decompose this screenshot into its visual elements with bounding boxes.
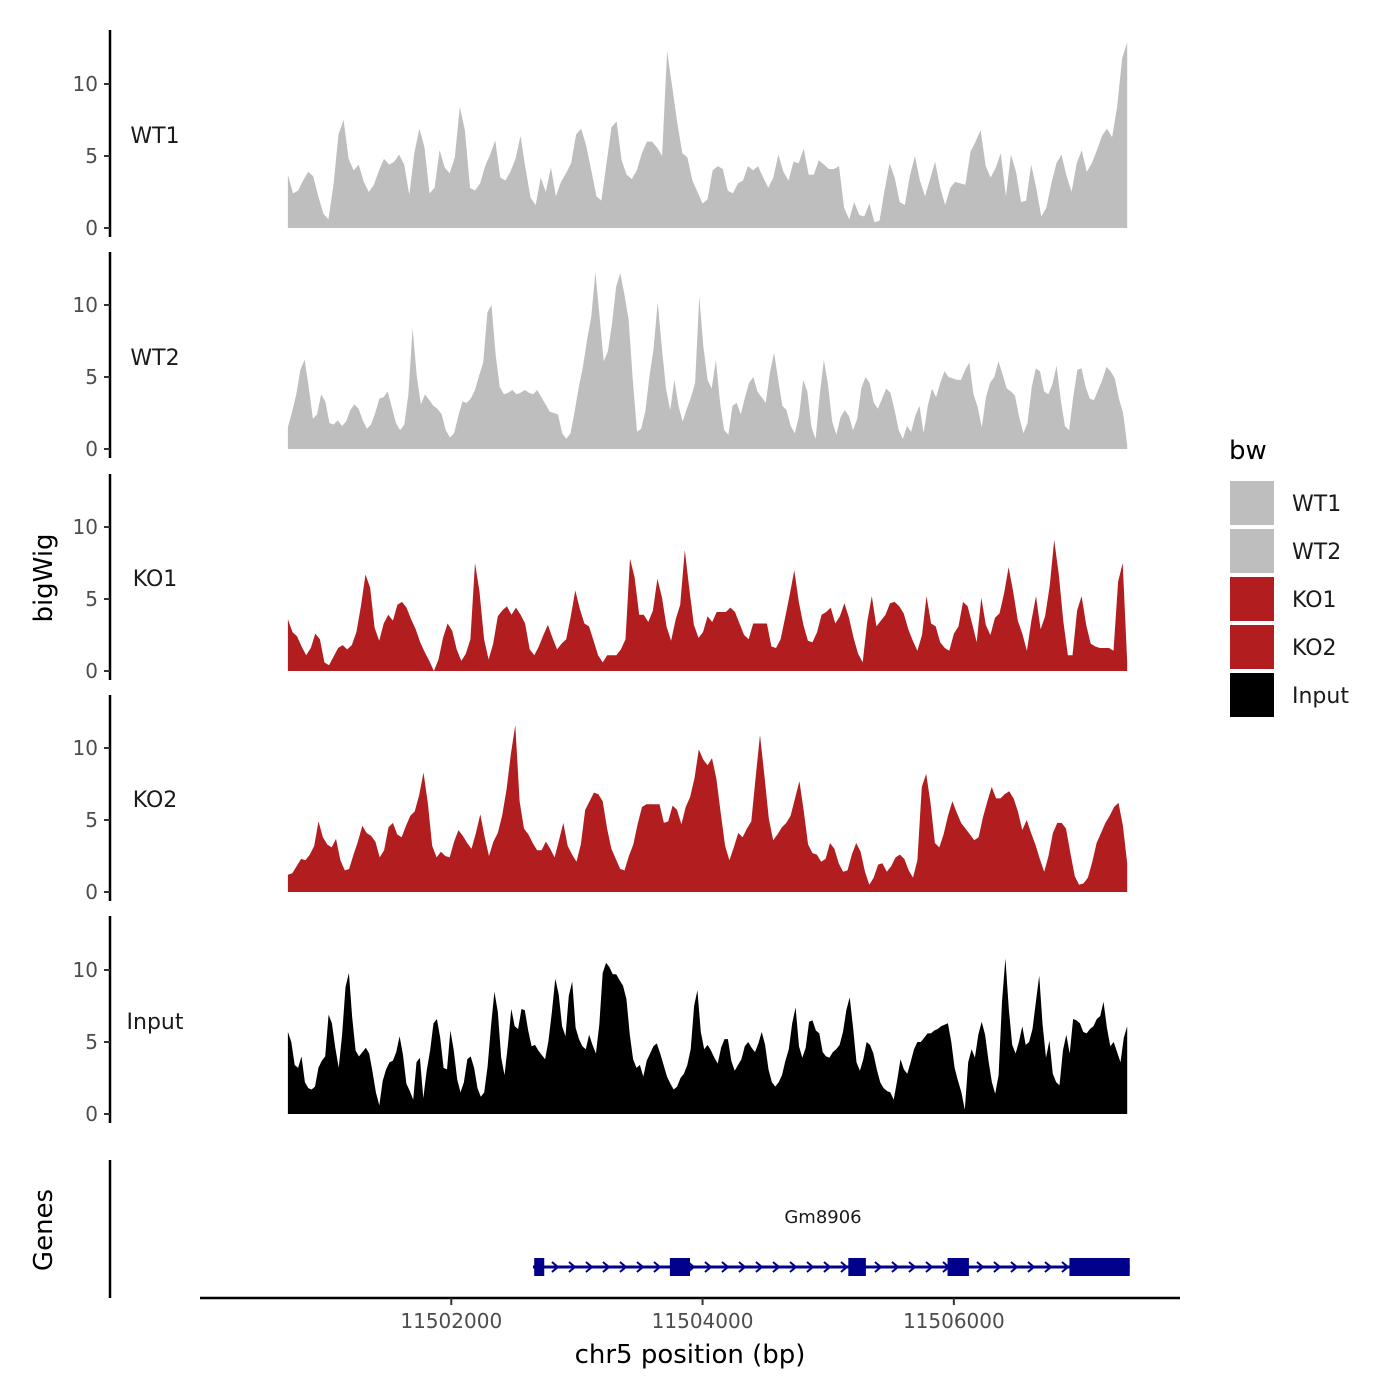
legend-swatch-ko1 (1230, 577, 1274, 621)
legend-swatch-ko2 (1230, 625, 1274, 669)
y-tick-label: 0 (85, 880, 98, 904)
strand-arrow (925, 1261, 934, 1273)
legend-label-input: Input (1292, 684, 1349, 709)
signal-tracks: 0 5 10 WT1 0 5 10 WT2 0 5 10 KO1 0 5 10 KO2 0 5 10 Input (73, 30, 1128, 1126)
x-tick-label: 11502000 (400, 1309, 502, 1333)
signal-area-wt1 (287, 42, 1128, 229)
strand-arrow (602, 1261, 611, 1273)
signal-area-wt2 (287, 271, 1128, 449)
y-tick-label: 0 (85, 437, 98, 461)
legend-swatch-wt1 (1230, 481, 1274, 525)
y-tick-label: 10 (73, 515, 98, 539)
gene-track: Gm8906 (108, 1160, 1130, 1298)
y-tick-label: 5 (85, 1030, 98, 1054)
x-tick-label: 11504000 (652, 1309, 754, 1333)
genes-axis-title: Genes (29, 1189, 59, 1271)
y-tick-label: 0 (85, 216, 98, 240)
track-panel-wt2: 0 5 10 WT2 (73, 252, 1128, 461)
strand-arrow (908, 1261, 917, 1273)
legend-swatch-input (1230, 673, 1274, 717)
legend-title: bw (1229, 436, 1267, 466)
strand-arrow (619, 1261, 628, 1273)
strand-arrow (874, 1261, 883, 1273)
track-label-ko2: KO2 (133, 788, 178, 813)
track-panel-ko1: 0 5 10 KO1 (73, 474, 1128, 683)
y-tick-label: 5 (85, 365, 98, 389)
x-axis: 11502000 11504000 11506000 (200, 1296, 1180, 1333)
strand-arrow (551, 1261, 560, 1273)
track-panel-wt1: 0 5 10 WT1 (73, 30, 1128, 240)
signal-area-ko1 (287, 540, 1128, 671)
signal-area-input (287, 958, 1128, 1114)
strand-arrow (755, 1261, 764, 1273)
y-tick-label: 10 (73, 958, 98, 982)
strand-arrow (653, 1261, 662, 1273)
strand-arrow (1010, 1261, 1019, 1273)
strand-arrow (1061, 1261, 1070, 1273)
gene-exon (534, 1258, 545, 1276)
strand-arrow (823, 1261, 832, 1273)
y-tick-label: 5 (85, 587, 98, 611)
legend-swatch-wt2 (1230, 529, 1274, 573)
strand-arrow (789, 1261, 798, 1273)
y-tick-label: 0 (85, 659, 98, 683)
legend-label-ko1: KO1 (1292, 588, 1337, 613)
track-panel-ko2: 0 5 10 KO2 (73, 695, 1128, 904)
gene-exon (669, 1258, 690, 1276)
legend-label-wt1: WT1 (1292, 492, 1341, 517)
y-tick-label: 5 (85, 808, 98, 832)
strand-arrow (738, 1261, 747, 1273)
strand-arrow (636, 1261, 645, 1273)
track-label-wt1: WT1 (130, 124, 179, 149)
legend-label-wt2: WT2 (1292, 540, 1341, 565)
track-label-input: Input (127, 1010, 184, 1035)
strand-arrow (721, 1261, 730, 1273)
gene-name-label: Gm8906 (784, 1207, 861, 1228)
strand-arrow (840, 1261, 849, 1273)
strand-arrow (806, 1261, 815, 1273)
y-axis-title: bigWig (29, 533, 59, 622)
legend-label-ko2: KO2 (1292, 636, 1337, 661)
gene-exon (947, 1258, 969, 1276)
x-axis-title: chr5 position (bp) (575, 1340, 806, 1370)
y-tick-label: 10 (73, 293, 98, 317)
strand-arrow (704, 1261, 713, 1273)
y-tick-label: 0 (85, 1102, 98, 1126)
track-label-ko1: KO1 (133, 567, 178, 592)
gene-exon (848, 1258, 866, 1276)
gene-exon (1069, 1258, 1130, 1276)
strand-arrow (585, 1261, 594, 1273)
y-tick-label: 5 (85, 144, 98, 168)
strand-arrow (976, 1261, 985, 1273)
signal-area-ko2 (287, 725, 1128, 892)
y-tick-label: 10 (73, 72, 98, 96)
strand-arrow (1044, 1261, 1053, 1273)
track-label-wt2: WT2 (130, 346, 179, 371)
x-tick-label: 11506000 (903, 1309, 1005, 1333)
strand-arrow (993, 1261, 1002, 1273)
strand-arrow (1027, 1261, 1036, 1273)
legend: bw WT1 WT2 KO1 KO2 Input (1229, 436, 1349, 717)
y-tick-label: 10 (73, 736, 98, 760)
strand-arrow (568, 1261, 577, 1273)
track-panel-input: 0 5 10 Input (73, 916, 1128, 1126)
strand-arrow (772, 1261, 781, 1273)
strand-arrow (891, 1261, 900, 1273)
